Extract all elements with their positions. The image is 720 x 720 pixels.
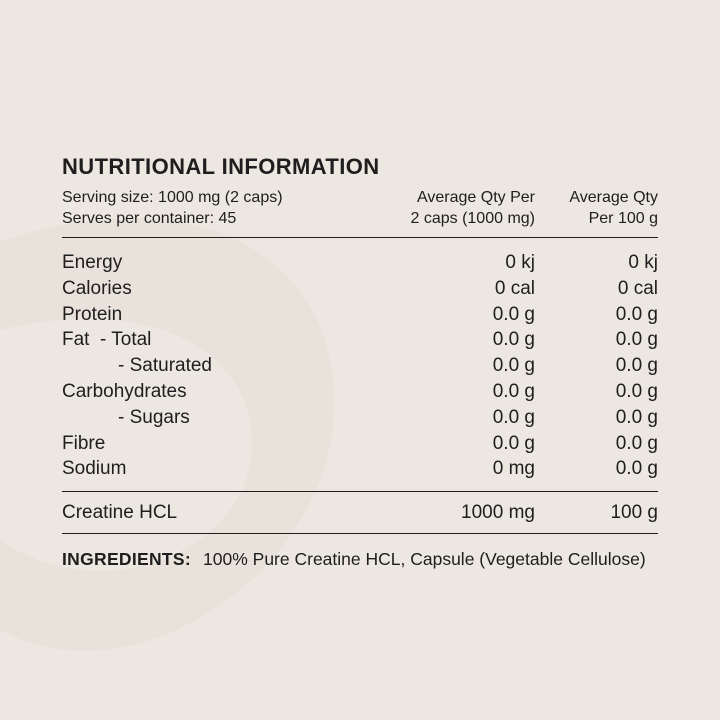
nutrient-row-calories: Calories 0 cal 0 cal — [62, 276, 658, 302]
column-header-per-100g-line2: Per 100 g — [588, 210, 658, 227]
nutrient-per-100g: 0 kj — [628, 252, 658, 273]
nutrient-per-serve: 0.0 g — [492, 355, 535, 377]
panel-title: NUTRITIONAL INFORMATION — [62, 154, 380, 179]
active-ingredient-per-100g: 100 g — [610, 502, 658, 524]
nutrient-label: - Sugars — [118, 406, 190, 428]
divider-bottom — [62, 533, 658, 535]
nutrient-per-serve: 0.0 g — [492, 329, 535, 351]
divider-middle — [62, 491, 658, 493]
serving-info: Serving size: 1000 mg (2 caps) Serves pe… — [62, 187, 335, 229]
nutrient-label: Calories — [62, 277, 132, 299]
nutrient-row-carbohydrates: Carbohydrates 0.0 g 0.0 g — [62, 379, 658, 405]
column-header-per-serve-line2: 2 caps (1000 mg) — [410, 210, 535, 227]
nutrient-per-100g: 0 cal — [617, 277, 658, 299]
nutrient-per-serve: 0.0 g — [492, 380, 535, 402]
column-header-per-serve-line1: Average Qty Per — [417, 189, 535, 206]
nutrient-label: Fat - Total — [62, 329, 152, 351]
ingredients-text: 100% Pure Creatine HCL, Capsule (Vegetab… — [203, 549, 646, 570]
nutrient-per-serve: 0.0 g — [492, 406, 535, 428]
nutrient-per-100g: 0.0 g — [615, 458, 658, 480]
nutrient-row-saturated: - Saturated 0.0 g 0.0 g — [62, 353, 658, 379]
column-header-per-100g-line1: Average Qty — [569, 189, 658, 206]
nutrient-per-100g: 0.0 g — [615, 329, 658, 351]
nutrient-per-serve: 0 mg — [492, 458, 535, 480]
nutrient-per-serve: 0 kj — [505, 252, 535, 273]
nutrient-label: Fibre — [62, 432, 106, 454]
nutrient-row-fibre: Fibre 0.0 g 0.0 g — [62, 431, 658, 457]
nutrient-label: Sodium — [62, 458, 127, 480]
nutrient-per-100g: 0.0 g — [615, 432, 658, 454]
column-header-per-100g: Average Qty Per 100 g — [535, 187, 658, 229]
column-header-per-serve: Average Qty Per 2 caps (1000 mg) — [335, 187, 535, 229]
ingredients-line: INGREDIENTS: 100% Pure Creatine HCL, Caps… — [62, 547, 658, 571]
nutrient-label: - Saturated — [118, 355, 212, 377]
nutrient-per-serve: 0.0 g — [492, 432, 535, 454]
nutrition-panel: NUTRITIONAL INFORMATION Serving size: 10… — [62, 152, 658, 571]
nutrient-table: Energy 0 kj 0 kj Calories 0 cal 0 cal Pr… — [62, 238, 658, 491]
nutrient-row-fat-total: Fat - Total 0.0 g 0.0 g — [62, 327, 658, 353]
servings-per-container: Serves per container: 45 — [62, 210, 237, 227]
nutrient-row-sodium: Sodium 0 mg 0.0 g — [62, 456, 658, 482]
nutrient-per-100g: 0.0 g — [615, 303, 658, 325]
serving-header: Serving size: 1000 mg (2 caps) Serves pe… — [62, 187, 658, 229]
ingredients-label: INGREDIENTS: — [62, 549, 192, 570]
nutrient-per-100g: 0.0 g — [615, 355, 658, 377]
nutrient-row-protein: Protein 0.0 g 0.0 g — [62, 302, 658, 328]
active-ingredient-per-serve: 1000 mg — [461, 502, 535, 524]
serving-size: Serving size: 1000 mg (2 caps) — [62, 189, 283, 206]
divider-top — [62, 237, 658, 238]
nutrient-row-sugars: - Sugars 0.0 g 0.0 g — [62, 405, 658, 431]
nutrient-label: Carbohydrates — [62, 380, 187, 402]
nutrient-label: Energy — [62, 252, 123, 273]
nutrient-per-serve: 0 cal — [494, 277, 535, 299]
nutrient-per-100g: 0.0 g — [615, 406, 658, 428]
nutrient-label: Protein — [62, 303, 123, 325]
active-ingredient-label: Creatine HCL — [62, 502, 178, 524]
nutrient-per-serve: 0.0 g — [492, 303, 535, 325]
active-ingredient-row: Creatine HCL 1000 mg 100 g — [62, 493, 658, 533]
nutrient-row-energy: Energy 0 kj 0 kj — [62, 250, 658, 276]
nutrient-per-100g: 0.0 g — [615, 380, 658, 402]
